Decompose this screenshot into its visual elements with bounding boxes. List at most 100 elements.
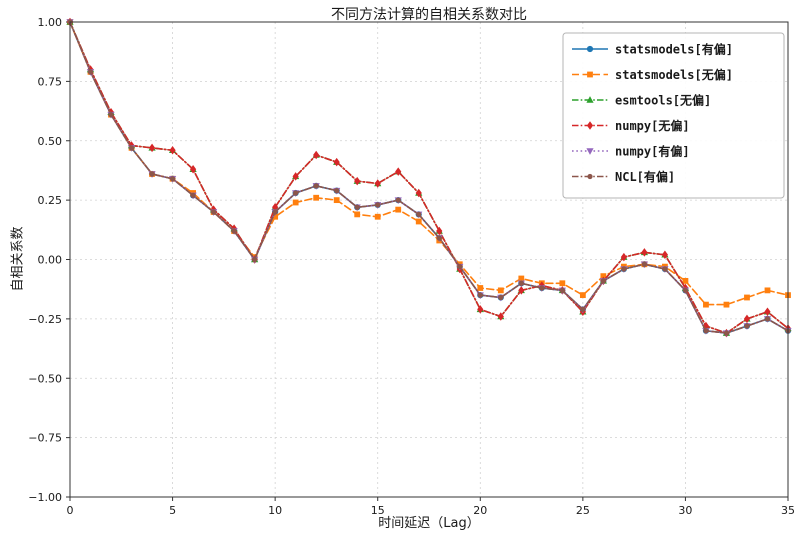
legend-label: numpy[有偏] [615,144,690,159]
marker [744,294,750,301]
marker [169,146,176,155]
marker [416,211,422,217]
series-line [69,21,789,334]
marker [354,211,361,218]
series-line [69,21,789,306]
x-axis-label: 时间延迟（Lag） [378,516,480,531]
marker [587,71,593,78]
legend-label: numpy[无偏] [615,118,690,133]
marker [587,173,593,180]
marker [477,305,484,314]
marker [641,248,648,257]
x-tick-label: 25 [576,504,590,517]
marker [539,285,545,291]
marker [723,330,730,336]
legend-label: esmtools[无偏] [615,93,711,108]
marker [743,314,751,324]
legend-entry: statsmodels[无偏] [572,67,733,82]
x-axis: 0 5 10 15 20 25 30 35 [67,497,795,517]
legend: statsmodels[有偏] statsmodels[无偏] esmtools[无… [562,32,785,199]
y-tick-label: 0.25 [38,194,63,207]
marker [333,197,340,204]
marker [415,188,422,198]
marker [703,328,709,334]
marker [148,143,156,153]
marker [272,209,278,215]
legend-box [562,32,785,199]
marker [661,250,669,259]
y-tick-label: −1.00 [28,491,62,504]
marker [395,206,402,213]
marker [354,204,360,210]
x-tick-label: 35 [781,504,795,517]
legend-label: statsmodels[无偏] [615,67,733,82]
y-axis-label: 自相关系数 [10,226,26,292]
marker [682,287,689,293]
x-tick-label: 0 [67,504,74,517]
marker [764,307,771,316]
marker [436,226,443,236]
marker [375,202,381,208]
plot-frame [69,21,789,498]
marker [190,192,196,198]
marker [231,228,237,234]
marker [211,209,217,215]
legend-entry: numpy[有偏] [572,144,690,159]
marker [580,306,586,312]
marker [586,148,594,155]
y-axis: 1.00 0.75 0.50 0.25 0.00 −0.25 −0.50 −0.75 −1.00 [28,16,70,504]
marker [744,323,750,329]
x-tick-label: 5 [169,504,176,517]
marker [415,218,422,225]
marker [108,112,114,118]
marker [395,167,402,176]
legend-label: NCL[有偏] [615,169,675,184]
marker [621,266,627,272]
marker [272,213,279,220]
marker [252,256,258,263]
marker [292,199,299,206]
marker [189,165,197,174]
marker [374,179,381,188]
y-tick-label: 1.00 [38,16,63,29]
chart-title: 不同方法计算的自相关系数对比 [331,7,527,23]
marker [149,171,155,177]
marker [723,301,730,308]
y-tick-label: −0.75 [28,432,62,445]
marker [703,301,709,308]
marker [87,69,94,75]
marker [333,157,340,167]
marker [764,287,771,294]
marker [764,316,771,322]
legend-entry: esmtools[无偏] [572,93,711,108]
marker [477,292,483,298]
marker [586,96,594,103]
marker [128,145,135,151]
marker [313,150,320,160]
legend-entry: statsmodels[有偏] [572,42,733,57]
legend-label: statsmodels[有偏] [615,42,733,57]
marker [498,294,504,301]
marker [169,176,176,182]
marker [518,280,524,286]
y-tick-label: 0.75 [38,75,63,88]
marker [641,261,648,267]
marker [334,188,340,194]
marker [620,252,627,262]
marker [586,121,594,130]
y-tick-label: −0.25 [28,313,62,326]
y-tick-label: −0.50 [28,372,62,385]
marker [374,213,381,220]
marker [436,235,442,241]
marker [313,183,319,189]
marker [497,287,504,294]
marker [354,176,361,186]
x-tick-label: 30 [678,504,692,517]
marker [293,190,299,196]
marker [313,194,320,201]
y-tick-label: 0.50 [38,135,63,148]
marker [518,275,525,282]
marker [477,285,484,291]
